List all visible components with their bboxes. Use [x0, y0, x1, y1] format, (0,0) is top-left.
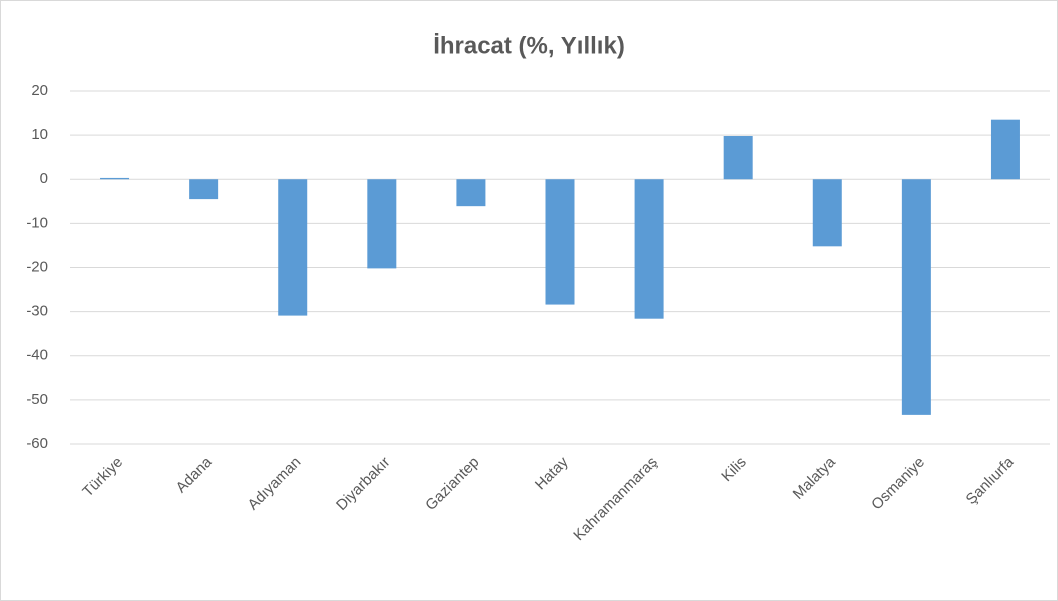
- bar: [278, 179, 308, 316]
- y-tick-label: -50: [26, 391, 48, 408]
- bar: [545, 179, 575, 305]
- y-tick-label: -60: [26, 435, 48, 452]
- bar: [100, 177, 130, 180]
- y-tick-label: 20: [31, 82, 48, 99]
- y-tick-label: -40: [26, 347, 48, 364]
- bar: [634, 179, 664, 319]
- bar: [367, 179, 397, 269]
- chart-title: İhracat (%, Yıllık): [433, 32, 625, 59]
- y-tick-label: -20: [26, 258, 48, 275]
- bar: [723, 136, 753, 180]
- bar: [990, 119, 1020, 180]
- y-tick-label: -10: [26, 214, 48, 231]
- y-tick-label: 0: [40, 170, 48, 187]
- y-tick-label: -30: [26, 303, 48, 320]
- bar: [456, 179, 486, 207]
- bar: [189, 179, 219, 200]
- y-tick-label: 10: [31, 126, 48, 143]
- bar: [812, 179, 842, 247]
- bar: [901, 179, 931, 415]
